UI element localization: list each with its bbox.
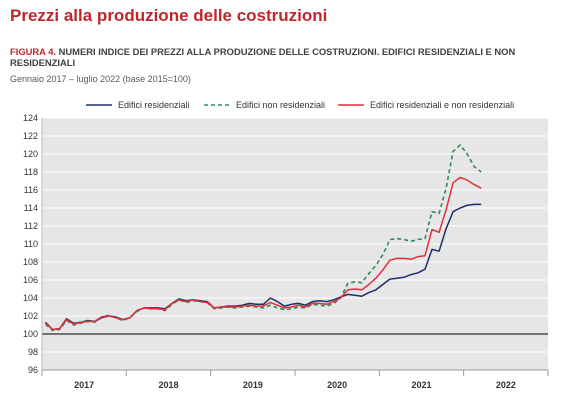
line-chart: Edifici residenziali Edifici non residenz… (8, 90, 574, 400)
page-title: Prezzi alla produzione delle costruzioni (10, 6, 328, 25)
x-tick-label: 2018 (158, 380, 178, 390)
y-tick-label: 104 (23, 293, 38, 303)
y-tick-label: 124 (23, 113, 38, 123)
y-tick-label: 120 (23, 149, 38, 159)
y-tick-label: 110 (24, 239, 38, 249)
x-tick-label: 2019 (243, 380, 263, 390)
x-axis: 2017 2018 2019 2020 2021 2022 (41, 369, 549, 390)
legend: Edifici residenziali Edifici non residenz… (86, 100, 514, 110)
grid-lines (41, 117, 548, 371)
figure-title-text: NUMERI INDICE DEI PREZZI ALLA PRODUZIONE… (10, 46, 516, 68)
y-tick-label: 112 (24, 221, 38, 231)
legend-label-3: Edifici residenziali e non residenziali (370, 100, 514, 110)
figure-title: FIGURA 4. NUMERI INDICE DEI PREZZI ALLA … (10, 46, 575, 68)
y-tick-label: 118 (24, 167, 38, 177)
x-tick-label: 2022 (496, 380, 516, 390)
x-tick-label: 2021 (411, 380, 431, 390)
y-tick-label: 100 (23, 329, 38, 339)
y-tick-label: 108 (23, 257, 38, 267)
figure-subtitle: Gennaio 2017 – luglio 2022 (base 2015=10… (10, 74, 191, 84)
y-tick-label: 122 (23, 131, 38, 141)
legend-label-2: Edifici non residenziali (236, 100, 325, 110)
x-tick-label: 2017 (74, 380, 94, 390)
chart-container: Edifici residenziali Edifici non residenz… (8, 90, 574, 400)
y-tick-label: 106 (23, 275, 38, 285)
legend-label-1: Edifici residenziali (118, 100, 190, 110)
y-tick-label: 114 (24, 203, 38, 213)
series-lines (44, 144, 482, 332)
series-line-3 (44, 176, 482, 331)
figure-label: FIGURA 4. (10, 46, 57, 57)
y-tick-label: 102 (23, 311, 38, 321)
y-tick-label: 96 (28, 365, 38, 375)
x-tick-label: 2020 (327, 380, 347, 390)
y-axis: 96 98 100 102 104 106 108 110 112 114 116 118 120 122… (23, 113, 38, 375)
y-tick-label: 116 (24, 185, 38, 195)
y-tick-label: 98 (28, 347, 38, 357)
